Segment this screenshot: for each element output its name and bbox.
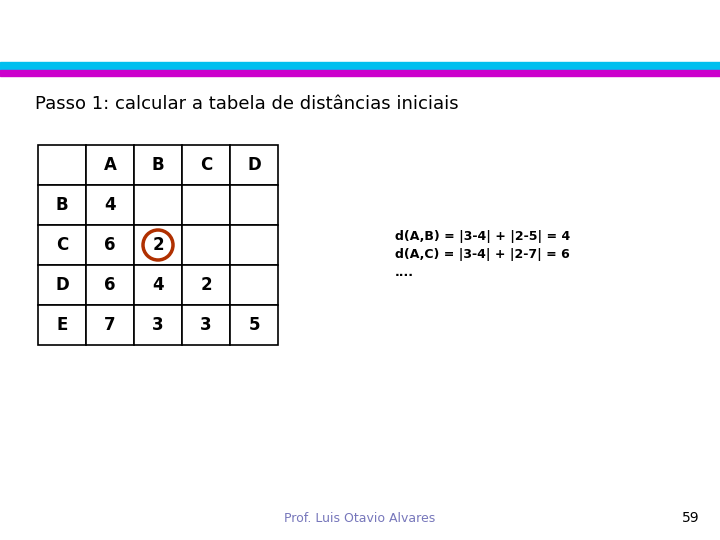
Text: d(A,C) = |3-4| + |2-7| = 6: d(A,C) = |3-4| + |2-7| = 6 [395,248,570,261]
Text: 3: 3 [200,316,212,334]
Bar [134,305,182,345]
Text: 2: 2 [152,236,164,254]
Text: ....: .... [395,266,414,279]
Bar [38,305,86,345]
Text: B: B [55,196,68,214]
Bar [0,70,720,76]
Text: C: C [200,156,212,174]
Text: E: E [56,316,68,334]
Text: 6: 6 [104,276,116,294]
Bar [230,265,278,305]
Text: A: A [104,156,117,174]
Text: D: D [247,156,261,174]
Bar [86,225,134,265]
Bar [0,62,720,70]
Bar [230,225,278,265]
Text: Prof. Luis Otavio Alvares: Prof. Luis Otavio Alvares [284,512,436,525]
Bar [86,265,134,305]
Text: 3: 3 [152,316,164,334]
Bar [134,225,182,265]
Text: 59: 59 [683,511,700,525]
Bar [182,225,230,265]
Bar [230,145,278,185]
Bar [86,145,134,185]
Text: 6: 6 [104,236,116,254]
Text: 2: 2 [200,276,212,294]
Bar [182,145,230,185]
Text: 5: 5 [248,316,260,334]
Text: 4: 4 [104,196,116,214]
Text: C: C [56,236,68,254]
Bar [86,185,134,225]
Bar [38,225,86,265]
Text: 4: 4 [152,276,164,294]
Bar [182,185,230,225]
Bar [38,185,86,225]
Bar [38,145,86,185]
Bar [38,265,86,305]
Bar [86,305,134,345]
Bar [134,185,182,225]
Bar [182,305,230,345]
Text: 7: 7 [104,316,116,334]
Bar [230,185,278,225]
Bar [134,265,182,305]
Bar [134,145,182,185]
Text: D: D [55,276,69,294]
Bar [182,265,230,305]
Text: d(A,B) = |3-4| + |2-5| = 4: d(A,B) = |3-4| + |2-5| = 4 [395,230,570,243]
Text: B: B [152,156,164,174]
Bar [230,305,278,345]
Text: Passo 1: calcular a tabela de distâncias iniciais: Passo 1: calcular a tabela de distâncias… [35,95,459,113]
